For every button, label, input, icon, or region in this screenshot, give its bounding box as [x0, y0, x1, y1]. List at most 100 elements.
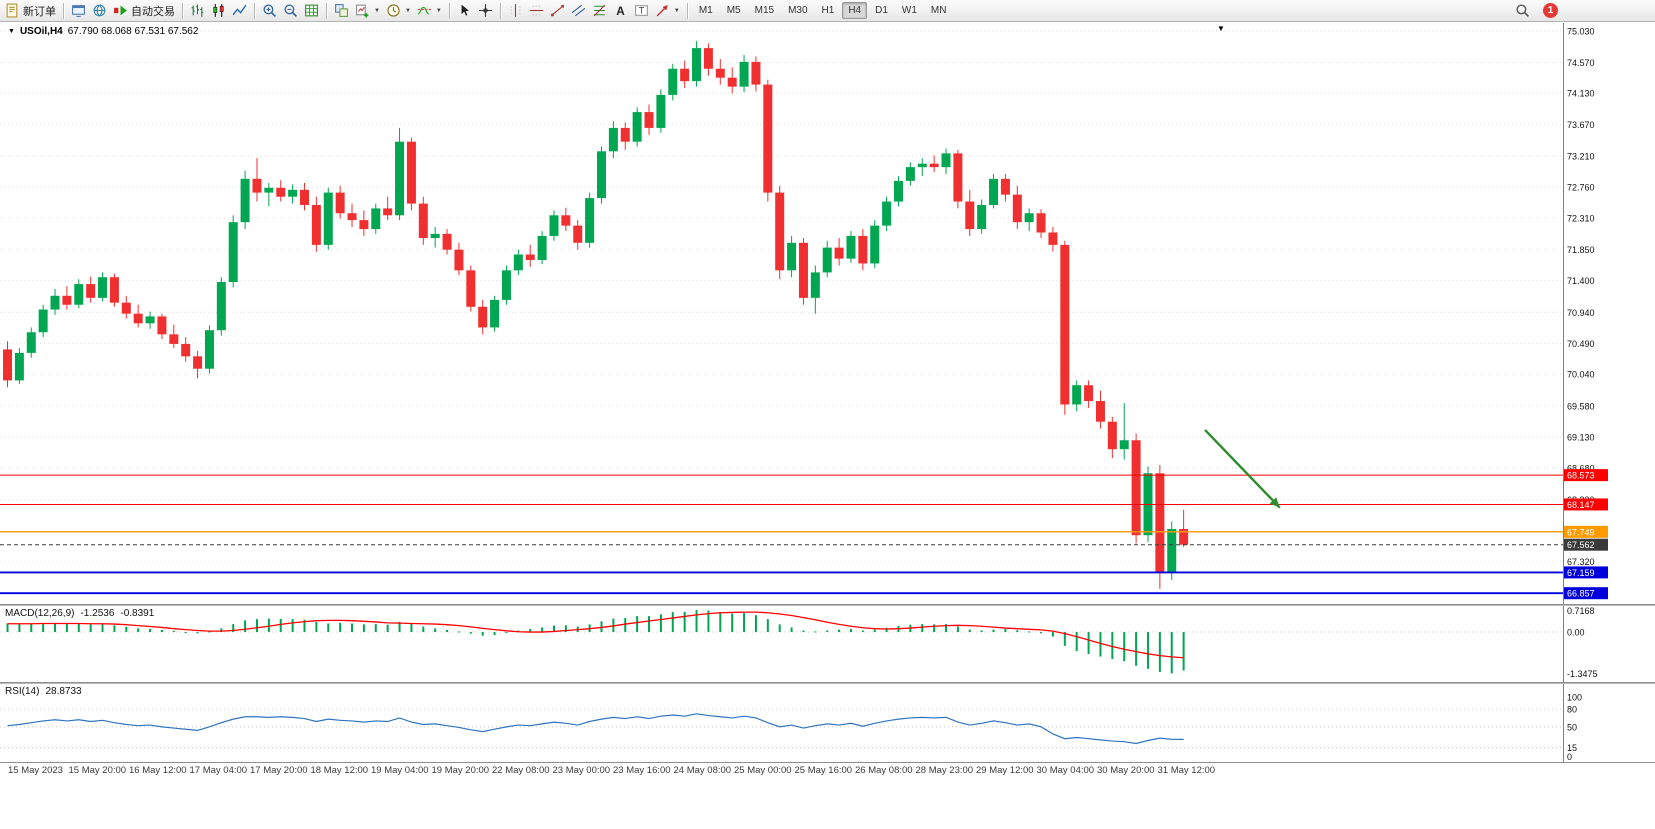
main-chart-panel: 75.030 74.570 74.130 73.670 73.210 72.760 72.3… — [0, 23, 1655, 604]
rsi-axis-label: 80 — [1567, 705, 1577, 715]
period-button[interactable]: ▼ — [383, 1, 414, 20]
fibo-icon — [593, 4, 606, 17]
line-chart-button[interactable] — [229, 1, 250, 20]
crosshair-button[interactable] — [475, 1, 496, 20]
macd-canvas[interactable]: 0.7168 0.00 -1.3475 — [0, 606, 1655, 682]
charts-window-button[interactable] — [68, 1, 89, 20]
monitor-icon — [72, 5, 85, 17]
vertical-line-button[interactable] — [505, 1, 526, 20]
price-axis-label: 75.030 — [1567, 26, 1595, 36]
time-axis-label: 25 May 16:00 — [794, 765, 853, 776]
macd-panel: 0.7168 0.00 -1.3475 MACD(12,26,9) -1.2536 … — [0, 606, 1655, 682]
arrows-tool-button[interactable]: ▼ — [652, 1, 683, 20]
candle-body — [751, 61, 761, 85]
auto-trading-button[interactable]: 自动交易 — [110, 1, 178, 20]
price-level-badge — [1564, 498, 1608, 511]
macd-histogram-bar — [160, 629, 163, 633]
chart-shift-marker-icon[interactable]: ▼ — [1217, 24, 1225, 33]
candle-body — [561, 215, 571, 226]
price-level-badge-text: 67.562 — [1567, 540, 1595, 550]
timeframe-button-m30[interactable]: M30 — [788, 5, 808, 16]
price-level-badge-text: 66.857 — [1567, 589, 1595, 599]
macd-histogram-bar — [398, 621, 401, 633]
panel-separator[interactable] — [0, 682, 1655, 684]
candlestick-chart-button[interactable] — [208, 1, 229, 20]
macd-histogram-bar — [493, 632, 496, 636]
grid-button[interactable] — [301, 1, 322, 20]
new-chart-button[interactable]: ▼ — [352, 1, 383, 20]
timeframe-button-mn[interactable]: MN — [930, 5, 947, 16]
horizontal-line-button[interactable] — [526, 1, 547, 20]
panel-separator[interactable] — [0, 604, 1655, 606]
price-axis-label: 73.210 — [1567, 152, 1595, 162]
time-axis-label: 28 May 23:00 — [915, 765, 974, 776]
timeframe-button-d1[interactable]: D1 — [875, 5, 888, 16]
candle-body — [26, 332, 36, 353]
macd-histogram-bar — [1170, 632, 1173, 674]
candle-body — [359, 220, 369, 230]
trendline-button[interactable] — [547, 1, 568, 20]
timeframe-button-m15[interactable]: M15 — [754, 5, 775, 16]
zoomin-icon — [263, 4, 276, 17]
cursor-icon — [460, 3, 471, 17]
zoom-in-button[interactable] — [259, 1, 280, 20]
trend-arrow[interactable] — [1204, 429, 1281, 509]
toolbar-separator — [448, 2, 450, 19]
trend-arrow-head[interactable] — [1269, 497, 1280, 508]
macd-histogram-bar — [707, 610, 710, 633]
zoom-out-button[interactable] — [280, 1, 301, 20]
time-axis[interactable]: 15 May 2023 15 May 20:00 16 May 12:00 17 Ma… — [0, 763, 1655, 780]
timeframe-button-w1[interactable]: W1 — [901, 5, 917, 16]
price-axis-label: 69.580 — [1567, 401, 1595, 411]
search-icon — [1516, 4, 1529, 17]
candle-body — [157, 316, 167, 335]
rsi-panel: 100 80 50 15 0 RSI(14) 28.8733 — [0, 684, 1655, 762]
macd-histogram-bar — [184, 632, 187, 634]
timeframe-button-h4[interactable]: H4 — [842, 2, 868, 19]
timeframe-button-m5[interactable]: M5 — [726, 5, 741, 16]
macd-histogram-bar — [172, 630, 175, 633]
macd-histogram-bar — [671, 612, 674, 633]
macd-histogram-bar — [980, 630, 983, 633]
candle-body — [478, 306, 488, 328]
candle-body — [894, 180, 903, 202]
macd-histogram-bar — [826, 630, 829, 633]
candle-body — [858, 235, 868, 264]
bar-chart-button[interactable] — [187, 1, 208, 20]
new-order-button[interactable]: 新订单 — [2, 1, 59, 20]
macd-histogram-bar — [743, 613, 746, 633]
time-axis-label: 17 May 20:00 — [250, 765, 308, 776]
macd-histogram-bar — [18, 624, 21, 633]
timeframe-button-m1[interactable]: M1 — [698, 5, 713, 16]
time-axis-label: 30 May 20:00 — [1097, 765, 1155, 776]
candle-body — [692, 48, 702, 82]
chart-symbol-label: ▼ USOil,H4 67.790 68.068 67.531 67.562 — [8, 26, 198, 37]
text-tool-button[interactable]: A — [610, 1, 631, 20]
fibonacci-button[interactable] — [589, 1, 610, 20]
macd-histogram-bar — [65, 623, 68, 633]
candle-body — [870, 225, 880, 264]
tile-windows-button[interactable] — [331, 1, 352, 20]
notification-badge[interactable]: 1 — [1543, 3, 1558, 18]
macd-axis-label: 0.00 — [1567, 628, 1585, 638]
timeframe-button-h1[interactable]: H1 — [821, 5, 835, 16]
macd-histogram-bar — [339, 622, 342, 633]
market-watch-button[interactable] — [89, 1, 110, 20]
candle-body — [573, 225, 583, 243]
main-chart-canvas[interactable]: 75.030 74.570 74.130 73.670 73.210 72.760 72.3… — [0, 23, 1655, 604]
macd-histogram-bar — [1028, 631, 1031, 633]
macd-histogram-bar — [838, 629, 841, 633]
indicators-button[interactable]: ▼ — [414, 1, 445, 20]
search-button[interactable] — [1512, 1, 1533, 20]
label-tool-button[interactable]: T — [631, 1, 652, 20]
candle-body — [739, 61, 749, 87]
cursor-button[interactable] — [454, 1, 475, 20]
macd-histogram-bar — [327, 623, 330, 633]
symbol-dropdown-triangle-icon[interactable]: ▼ — [8, 28, 15, 35]
rsi-canvas[interactable]: 100 80 50 150 — [0, 684, 1655, 762]
macd-histogram-bar — [1016, 630, 1019, 633]
macd-histogram-bar — [410, 623, 413, 633]
candle-body — [537, 235, 547, 261]
equidistant-channel-button[interactable] — [568, 1, 589, 20]
candle-body — [1060, 244, 1070, 405]
